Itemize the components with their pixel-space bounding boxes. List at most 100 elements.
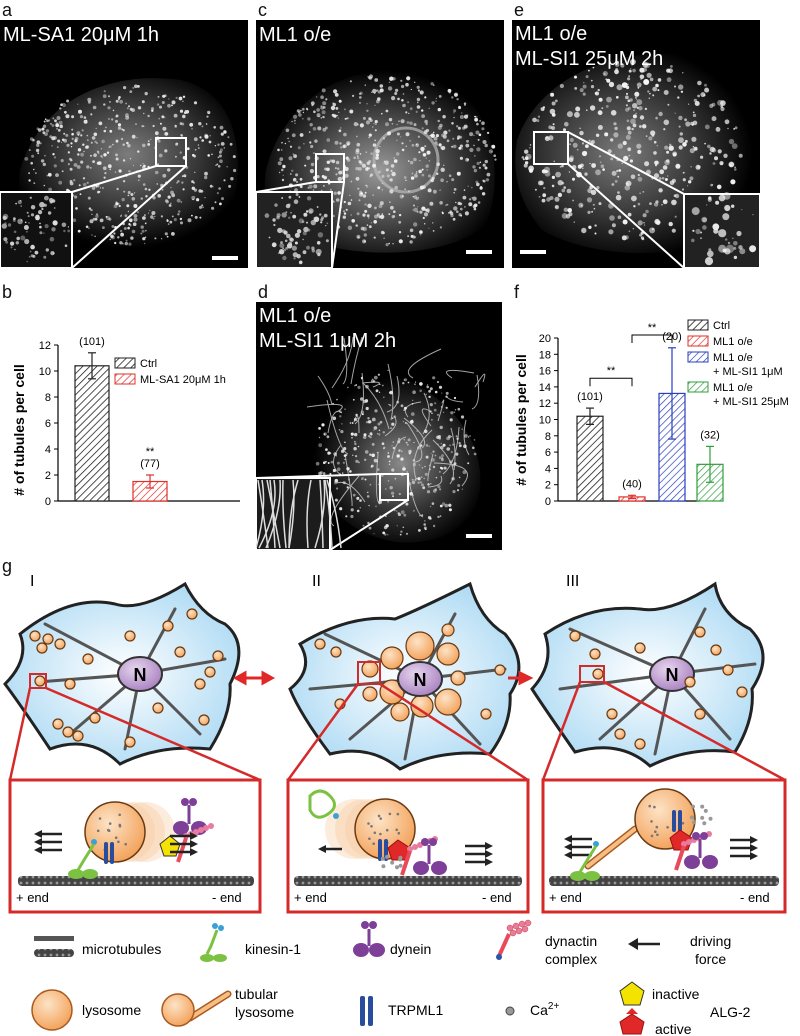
minus-end-label-III: - end <box>740 890 770 905</box>
calcium-dot <box>653 805 656 809</box>
calcium-dot <box>118 823 122 827</box>
tubular-lysosome-icon <box>161 990 232 1027</box>
legend-dynactin-line1: dynactin <box>545 933 597 949</box>
lysosome <box>441 623 455 637</box>
legend-label: Ctrl <box>140 358 157 370</box>
lysosome <box>684 676 696 688</box>
significance-label: ** <box>607 365 616 377</box>
legend-swatch <box>114 357 136 369</box>
force-arrowhead <box>485 842 493 850</box>
n-label: (40) <box>622 478 642 490</box>
y-tick-label: 14 <box>539 382 551 394</box>
significance-bracket <box>589 377 633 387</box>
dynein-icon <box>353 921 385 957</box>
alg2-inactive-icon <box>619 981 645 1006</box>
lysosome <box>124 736 136 748</box>
calcium-dot <box>379 817 383 820</box>
y-tick-label: 18 <box>539 349 551 361</box>
n-label: (77) <box>140 458 160 470</box>
lysosome <box>634 642 646 654</box>
calcium-ion <box>380 856 385 861</box>
lysosome <box>694 708 706 720</box>
microtubule-legend-icon <box>34 936 74 941</box>
micrograph-a-image <box>0 78 238 268</box>
panel-label-g: g <box>2 556 13 576</box>
micrograph-e: ML1 o/e ML-SI1 25μM 2h <box>512 20 760 268</box>
lysosome <box>34 675 46 687</box>
legend-microtubules: microtubules <box>82 941 161 957</box>
micrograph-c-image <box>256 70 497 268</box>
calcium-dot <box>377 814 381 818</box>
micrograph-e-title-line2: ML-SI1 25μM 2h <box>515 48 664 70</box>
microtubule-track <box>18 876 254 886</box>
microtubule-track <box>549 876 779 886</box>
force-arrowhead <box>564 835 572 843</box>
n-label: (32) <box>700 429 720 441</box>
dynactin-subunit <box>198 827 204 833</box>
chart-b: # of tubules per cell 0 2 4 6 8 10 12 (101) (77… <box>11 336 240 508</box>
chart-b-ylabel: # of tubules per cell <box>11 364 27 495</box>
calcium-dot <box>648 804 651 808</box>
lysosome-icon <box>31 989 73 1031</box>
dynactin-subunit <box>412 844 418 850</box>
calcium-ion <box>381 864 386 869</box>
lysosome <box>380 646 404 670</box>
lysosome <box>436 642 460 666</box>
legend-label: + ML-SI1 25μM <box>713 396 789 408</box>
dynactin-subunit <box>686 839 692 845</box>
y-tick-label: 6 <box>545 447 551 459</box>
transition-arrow-I-II <box>232 670 276 686</box>
micrograph-a-title: ML-SA1 20μM 1h <box>3 24 160 46</box>
significance-bracket <box>631 334 673 343</box>
dynactin-arm <box>400 850 412 876</box>
y-tick-label: 0 <box>45 496 51 508</box>
micrograph-a: ML-SA1 20μM 1h <box>0 20 248 268</box>
y-tick-label: 4 <box>45 444 51 456</box>
calcium-dot <box>373 831 377 835</box>
calcium-dot <box>367 822 370 825</box>
lysosome <box>614 728 626 740</box>
kinesin-head <box>91 839 97 845</box>
stage-label-III: III <box>566 574 579 590</box>
micrograph-d: ML1 o/e ML-SI1 1μM 2h <box>256 302 502 550</box>
lysosome <box>710 644 722 656</box>
lysosome <box>634 738 646 750</box>
bar <box>576 415 604 502</box>
lysosome <box>52 718 64 730</box>
calcium-dot <box>372 842 376 845</box>
dynactin-subunit <box>203 825 209 831</box>
chart-f: # of tubules per cell 02468101214161820 … <box>513 319 789 508</box>
lysosome <box>89 712 101 724</box>
legend-ca: Ca2+ <box>530 1001 559 1018</box>
force-arrowhead <box>750 852 758 860</box>
minus-end-label-II: - end <box>482 890 512 905</box>
panel-label-c: c <box>258 0 267 20</box>
lysosome <box>42 633 54 645</box>
lysosome <box>592 668 604 680</box>
y-tick-label: 6 <box>45 418 51 430</box>
calcium-ion <box>398 855 403 860</box>
calcium-dot <box>650 820 653 823</box>
lysosome <box>362 686 378 702</box>
kinesin-motor <box>570 871 586 881</box>
micrograph-d-image <box>256 336 492 550</box>
plus-end-label-II: + end <box>294 890 327 905</box>
force-arrowhead <box>485 850 493 858</box>
calcium-dot <box>108 822 112 825</box>
lysosome <box>198 714 210 726</box>
legend-force-line2: force <box>695 951 726 967</box>
y-tick-label: 0 <box>545 496 551 508</box>
legend-force-line1: driving <box>690 933 731 949</box>
calcium-dot <box>396 812 400 816</box>
legend-lysosome: lysosome <box>82 1002 141 1018</box>
lysosome <box>390 702 410 722</box>
dynein-head <box>181 798 189 806</box>
stage-label-II: II <box>312 574 321 590</box>
micrograph-c: ML1 o/e <box>256 20 504 268</box>
n-label: (101) <box>577 391 603 403</box>
legend-label: ML-SA1 20μM 1h <box>140 374 226 386</box>
lysosome <box>736 686 748 698</box>
calcium-ion <box>700 815 705 820</box>
lysosome <box>186 608 198 620</box>
y-tick-label: 8 <box>45 392 51 404</box>
